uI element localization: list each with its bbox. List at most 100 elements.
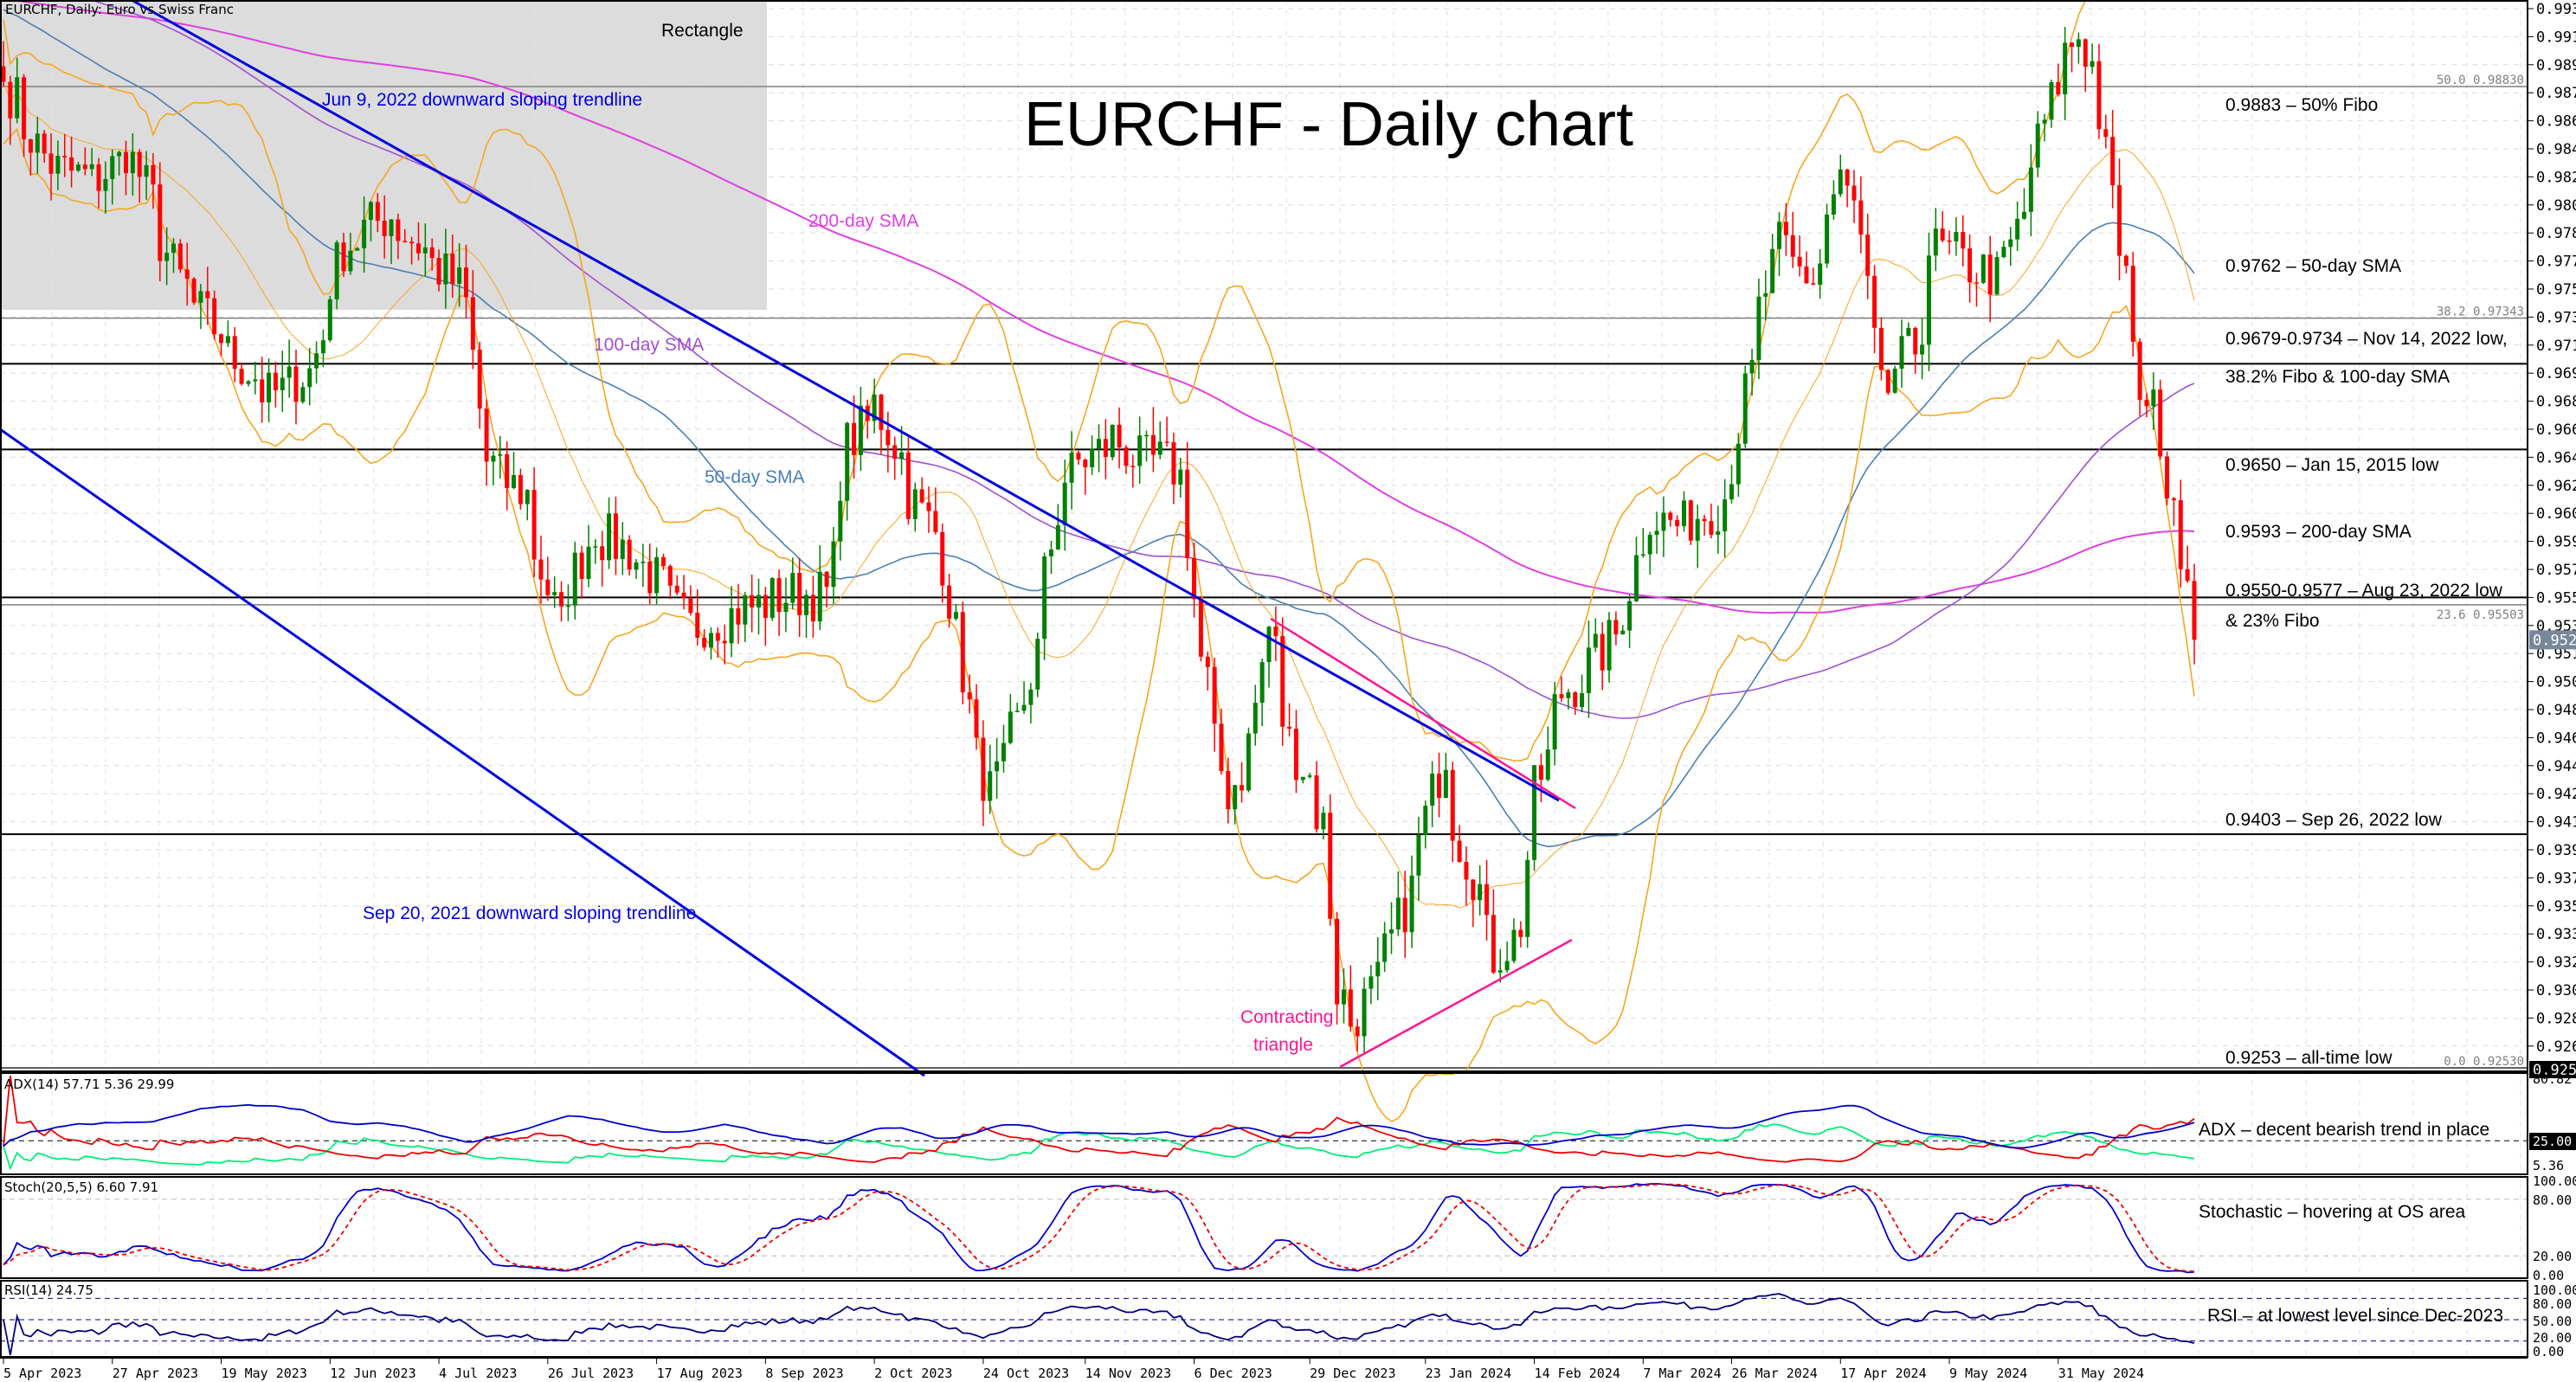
candle-body	[1831, 194, 1836, 215]
triangle-upper-line[interactable]	[1270, 617, 1576, 810]
candle-body	[940, 531, 945, 586]
adx-panel-frame	[0, 1072, 2528, 1175]
candle-body	[1130, 466, 1136, 467]
candle-body	[2008, 239, 2013, 247]
sma100-label: 100-day SMA	[594, 335, 704, 355]
candle-body	[1566, 692, 1571, 698]
candle-body	[722, 640, 727, 644]
candle-body	[205, 291, 210, 299]
x-tick-label: 17 Apr 2024	[1840, 1366, 1926, 1381]
jun-2022-trendline[interactable]	[131, 0, 1560, 802]
y-tick-label: 0.96270	[2536, 478, 2576, 495]
candle-body	[1246, 733, 1251, 791]
candle-body	[1198, 599, 1203, 657]
candle-body	[1103, 439, 1108, 458]
candle-body	[1382, 933, 1388, 962]
x-tick-label: 26 Mar 2024	[1732, 1366, 1818, 1381]
chart-title: EURCHF - Daily chart	[1024, 90, 1633, 159]
candle-body	[1620, 630, 1626, 635]
stoch-axis-label: 0.00	[2533, 1268, 2564, 1283]
candle-body	[219, 334, 224, 344]
candle-body	[320, 340, 325, 354]
triangle-label-1: Contracting	[1240, 1007, 1333, 1027]
candle-body	[415, 243, 421, 254]
candle-body	[1987, 254, 1993, 295]
candle-body	[280, 377, 285, 390]
candle-body	[246, 381, 251, 384]
y-tick-label: 0.95730	[2536, 562, 2576, 579]
candle-body	[579, 552, 584, 579]
candle-body	[470, 297, 475, 350]
candle-body	[531, 490, 537, 560]
candle-body	[267, 372, 272, 403]
candle-body	[443, 253, 448, 285]
triangle-lower-line[interactable]	[1339, 938, 1573, 1069]
adx-axis-label: 25.00	[2533, 1134, 2572, 1149]
candle-body	[505, 454, 510, 488]
candle-body	[1402, 897, 1407, 933]
candle-body	[191, 278, 196, 303]
rsi-axis-label: 20.00	[2533, 1330, 2572, 1346]
candle-body	[647, 562, 653, 594]
candle-body	[1926, 255, 1931, 345]
candle-body	[1348, 989, 1353, 1027]
candle-body	[2090, 61, 2095, 67]
x-tick-label: 26 Jul 2023	[548, 1366, 634, 1381]
candle-body	[1335, 918, 1340, 1005]
candle-body	[1654, 530, 1659, 535]
y-tick-label: 0.98070	[2536, 197, 2576, 215]
candle-body	[667, 565, 673, 586]
candle-body	[35, 133, 40, 153]
candle-body	[899, 452, 905, 460]
y-tick-label: 0.96450	[2536, 449, 2576, 466]
candle-body	[1484, 884, 1490, 916]
y-tick-label: 0.94650	[2536, 730, 2576, 747]
candle-body	[484, 408, 489, 462]
y-tick-label: 0.95010	[2536, 674, 2576, 691]
x-tick-label: 19 May 2023	[222, 1366, 307, 1381]
fibo-label: 0.0 0.92530	[2444, 1055, 2524, 1069]
candle-body	[1729, 484, 1735, 500]
stoch-axis-label: 20.00	[2533, 1249, 2572, 1264]
candle-body	[756, 595, 761, 607]
candle-body	[1028, 689, 1034, 705]
y-tick-label: 0.96990	[2536, 365, 2576, 382]
candle-body	[1042, 556, 1047, 640]
candle-body	[1661, 512, 1666, 531]
candle-body	[69, 157, 74, 171]
candle-body	[1818, 263, 1823, 286]
candle-body	[2049, 81, 2054, 120]
candle-body	[1423, 805, 1428, 835]
candle-body	[1947, 240, 1952, 242]
candle-body	[1865, 234, 1871, 276]
candle-body	[273, 372, 278, 390]
level-label: 0.9403 – Sep 26, 2022 low	[2225, 810, 2443, 830]
candle-body	[1681, 500, 1686, 527]
y-tick-label: 0.95550	[2536, 589, 2576, 607]
candle-body	[1437, 773, 1442, 799]
candle-body	[450, 253, 455, 284]
triangle-label-2: triangle	[1253, 1035, 1313, 1055]
candle-body	[1906, 327, 1911, 337]
y-tick-label: 0.93210	[2536, 955, 2576, 972]
candle-body	[715, 633, 720, 641]
candle-body	[1035, 639, 1040, 690]
candle-body	[1504, 961, 1510, 971]
candle-body	[1021, 704, 1027, 711]
y-tick-label: 0.96090	[2536, 505, 2576, 523]
rsi-axis-label: 100.00	[2533, 1282, 2576, 1298]
candle-body	[164, 253, 170, 261]
candle-body	[688, 598, 693, 614]
candle-body	[1117, 424, 1122, 448]
candle-body	[1954, 232, 1959, 241]
candle-body	[1314, 775, 1319, 830]
sep-2021-trendline[interactable]	[0, 427, 925, 1077]
candle-body	[933, 511, 938, 532]
candle-body	[1913, 327, 1918, 355]
candle-body	[743, 595, 748, 625]
candle-body	[1885, 370, 1890, 393]
y-tick-label: 0.94290	[2536, 786, 2576, 803]
candle-body	[1640, 554, 1645, 556]
candle-body	[1205, 656, 1210, 667]
sma200-label: 200-day SMA	[808, 211, 918, 231]
